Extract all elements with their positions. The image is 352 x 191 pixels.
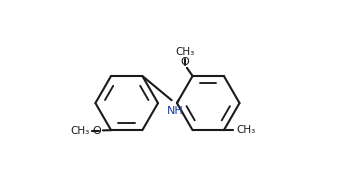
Text: CH₃: CH₃ (70, 126, 90, 136)
Text: CH₃: CH₃ (236, 125, 256, 135)
Text: NH: NH (167, 106, 183, 116)
Text: O: O (93, 126, 102, 136)
Text: O: O (181, 57, 189, 67)
Text: CH₃: CH₃ (175, 47, 195, 57)
